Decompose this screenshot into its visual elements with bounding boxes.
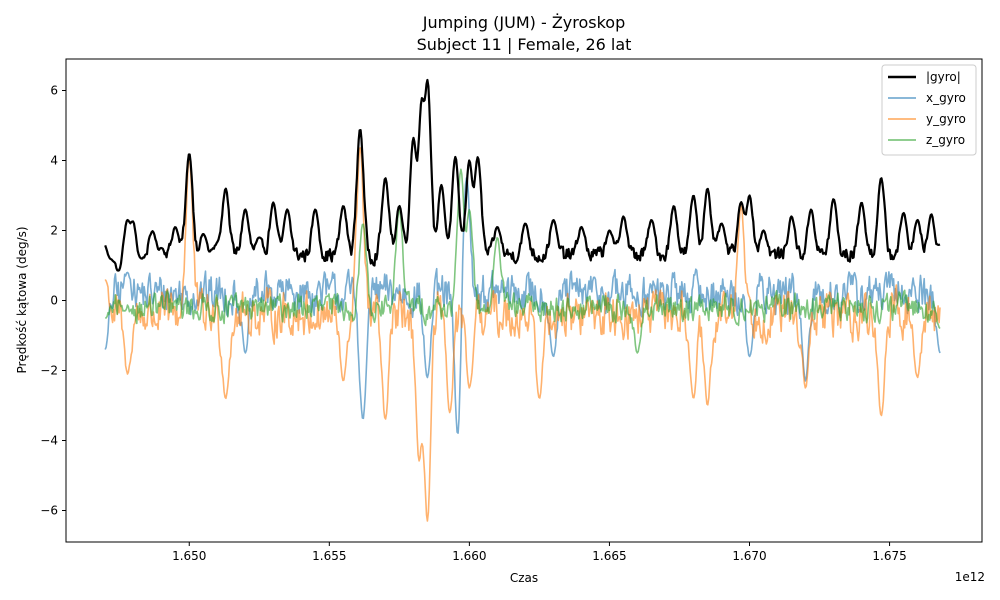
y-tick-label: 6	[50, 84, 58, 98]
legend-label: y_gyro	[926, 112, 966, 126]
legend: |gyro| x_gyro y_gyro z_gyro	[881, 64, 977, 156]
y-tick-label: 0	[50, 294, 58, 308]
legend-label: z_gyro	[926, 133, 965, 147]
legend-label: |gyro|	[926, 70, 961, 84]
series-line-y_gyro	[104, 147, 941, 522]
x-axis-label: Czas	[510, 571, 538, 585]
chart-subtitle: Subject 11 | Female, 26 lat	[417, 35, 632, 54]
chart-title: Jumping (JUM) - Żyroskop	[422, 13, 626, 32]
series-line-gyro	[104, 78, 941, 272]
legend-label: x_gyro	[926, 91, 966, 105]
series-line-x_gyro	[104, 177, 941, 434]
y-axis: −6 −4 −2 0 2 4 6	[40, 84, 66, 518]
x-tick-label: 1.670	[732, 549, 766, 563]
y-tick-label: 2	[50, 224, 58, 238]
x-tick-label: 1.665	[592, 549, 626, 563]
x-axis: 1.650 1.655 1.660 1.665 1.670 1.675	[172, 542, 907, 563]
x-tick-label: 1.650	[172, 549, 206, 563]
series-group	[104, 78, 941, 522]
x-tick-label: 1.675	[872, 549, 906, 563]
y-tick-label: 4	[50, 154, 58, 168]
legend-box	[881, 64, 977, 156]
y-tick-label: −4	[40, 434, 58, 448]
x-tick-label: 1.660	[452, 549, 486, 563]
x-offset-label: 1e12	[955, 570, 985, 584]
y-tick-label: −6	[40, 504, 58, 518]
x-tick-label: 1.655	[312, 549, 346, 563]
series-line-z_gyro	[105, 168, 941, 354]
y-tick-label: −2	[40, 364, 58, 378]
y-axis-label: Prędkość kątowa (deg/s)	[15, 226, 29, 373]
